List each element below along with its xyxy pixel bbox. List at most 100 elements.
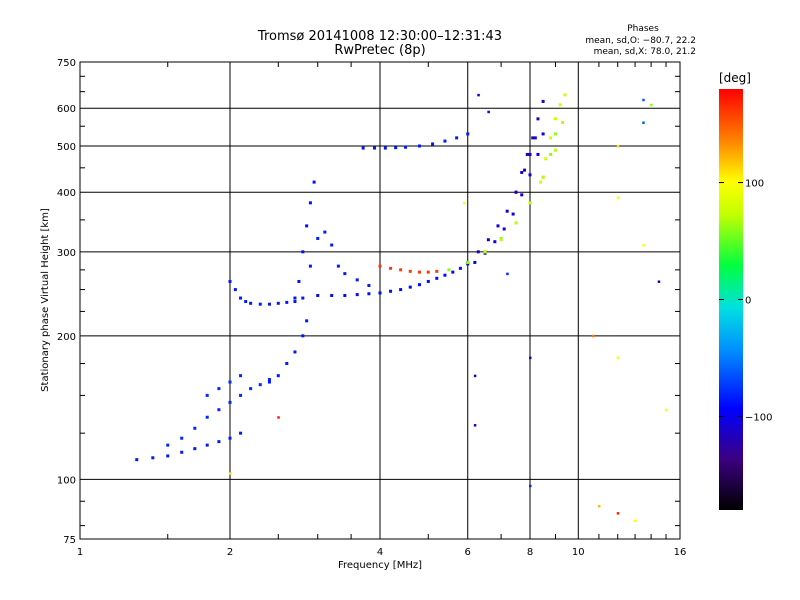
data-point xyxy=(285,300,289,304)
data-point xyxy=(642,121,645,125)
data-point xyxy=(529,356,532,360)
data-point xyxy=(561,121,565,125)
data-point xyxy=(135,458,139,462)
data-point xyxy=(239,374,243,378)
data-point xyxy=(486,238,490,242)
data-point xyxy=(528,152,532,156)
data-point xyxy=(378,291,382,295)
data-point xyxy=(634,519,637,523)
data-point xyxy=(451,270,455,274)
colorbar-tick-label: −100 xyxy=(745,412,772,423)
data-point xyxy=(301,250,305,254)
data-point xyxy=(408,285,412,289)
x-axis-label: Frequency [MHz] xyxy=(338,560,422,571)
data-point xyxy=(473,424,477,427)
data-point xyxy=(426,279,430,283)
y-tick-label: 400 xyxy=(57,188,76,199)
data-point xyxy=(477,93,480,97)
x-tick-label: 1 xyxy=(77,547,83,558)
data-point xyxy=(443,273,447,277)
data-point xyxy=(367,283,371,287)
data-point xyxy=(205,443,209,447)
data-point xyxy=(417,270,421,274)
data-point xyxy=(591,334,595,338)
stats-title: Phases xyxy=(627,24,659,34)
data-point xyxy=(549,152,553,156)
data-point xyxy=(549,136,553,140)
data-point xyxy=(506,272,509,276)
data-point xyxy=(316,236,320,240)
data-point xyxy=(514,190,518,194)
data-point xyxy=(205,415,209,419)
data-point xyxy=(657,280,661,283)
data-point xyxy=(258,302,262,306)
data-point xyxy=(417,283,421,287)
data-point xyxy=(408,269,412,273)
data-point xyxy=(233,288,237,292)
data-point xyxy=(431,142,435,146)
stats-line-x: mean, sd,X: 78.0, 21.2 xyxy=(594,47,696,57)
data-point xyxy=(499,238,503,242)
data-point xyxy=(435,269,439,273)
data-point xyxy=(496,224,500,228)
x-tick-label: 8 xyxy=(527,547,533,558)
data-point xyxy=(373,146,377,150)
data-point xyxy=(553,148,557,152)
data-point xyxy=(541,175,545,179)
data-point xyxy=(483,250,487,254)
data-point xyxy=(553,132,557,136)
data-point xyxy=(536,152,540,156)
data-point xyxy=(249,387,253,391)
data-point xyxy=(249,301,253,305)
data-point xyxy=(394,146,398,150)
data-point xyxy=(205,393,209,397)
data-points xyxy=(135,93,668,523)
data-point xyxy=(523,168,527,172)
data-point xyxy=(308,264,312,268)
x-tick-label: 16 xyxy=(674,547,687,558)
x-tick-label: 2 xyxy=(227,547,233,558)
data-point xyxy=(330,243,334,247)
data-point xyxy=(525,152,529,156)
data-point xyxy=(541,132,545,136)
data-point xyxy=(514,221,518,225)
y-tick-label: 200 xyxy=(57,332,76,343)
data-point xyxy=(228,279,232,283)
colorbar-tick-label: 100 xyxy=(745,179,764,190)
chart-title: Tromsø 20141008 12:30:00–12:31:43 xyxy=(257,29,502,44)
data-point xyxy=(277,416,280,419)
x-axis-ticks: 1 2 4 6 8 10 16 xyxy=(77,62,687,558)
data-point xyxy=(308,201,312,205)
x-tick-label: 10 xyxy=(572,547,585,558)
data-point xyxy=(285,361,289,365)
data-point xyxy=(180,436,184,440)
data-point xyxy=(367,292,371,296)
colorbar-ticks: 100 0 −100 xyxy=(719,179,772,423)
data-point xyxy=(355,278,359,282)
data-point xyxy=(217,440,221,444)
data-point xyxy=(539,180,543,184)
data-point xyxy=(180,450,184,454)
data-point xyxy=(193,426,197,430)
data-point xyxy=(258,383,262,387)
data-point xyxy=(336,264,340,268)
data-point xyxy=(528,201,532,205)
y-tick-label: 500 xyxy=(57,142,76,153)
data-point xyxy=(301,296,305,300)
data-point xyxy=(529,484,532,488)
grid-lines xyxy=(80,62,680,539)
data-point xyxy=(323,230,327,234)
data-point xyxy=(383,146,387,150)
data-point xyxy=(239,393,243,397)
y-tick-label: 300 xyxy=(57,248,76,259)
x-tick-label: 6 xyxy=(465,547,471,558)
data-point xyxy=(305,224,309,228)
data-point xyxy=(536,117,540,121)
data-point xyxy=(193,447,197,451)
data-point xyxy=(463,201,466,205)
data-point xyxy=(293,300,297,304)
x-tick-label: 4 xyxy=(377,547,383,558)
data-point xyxy=(616,356,620,360)
data-point xyxy=(389,266,393,270)
